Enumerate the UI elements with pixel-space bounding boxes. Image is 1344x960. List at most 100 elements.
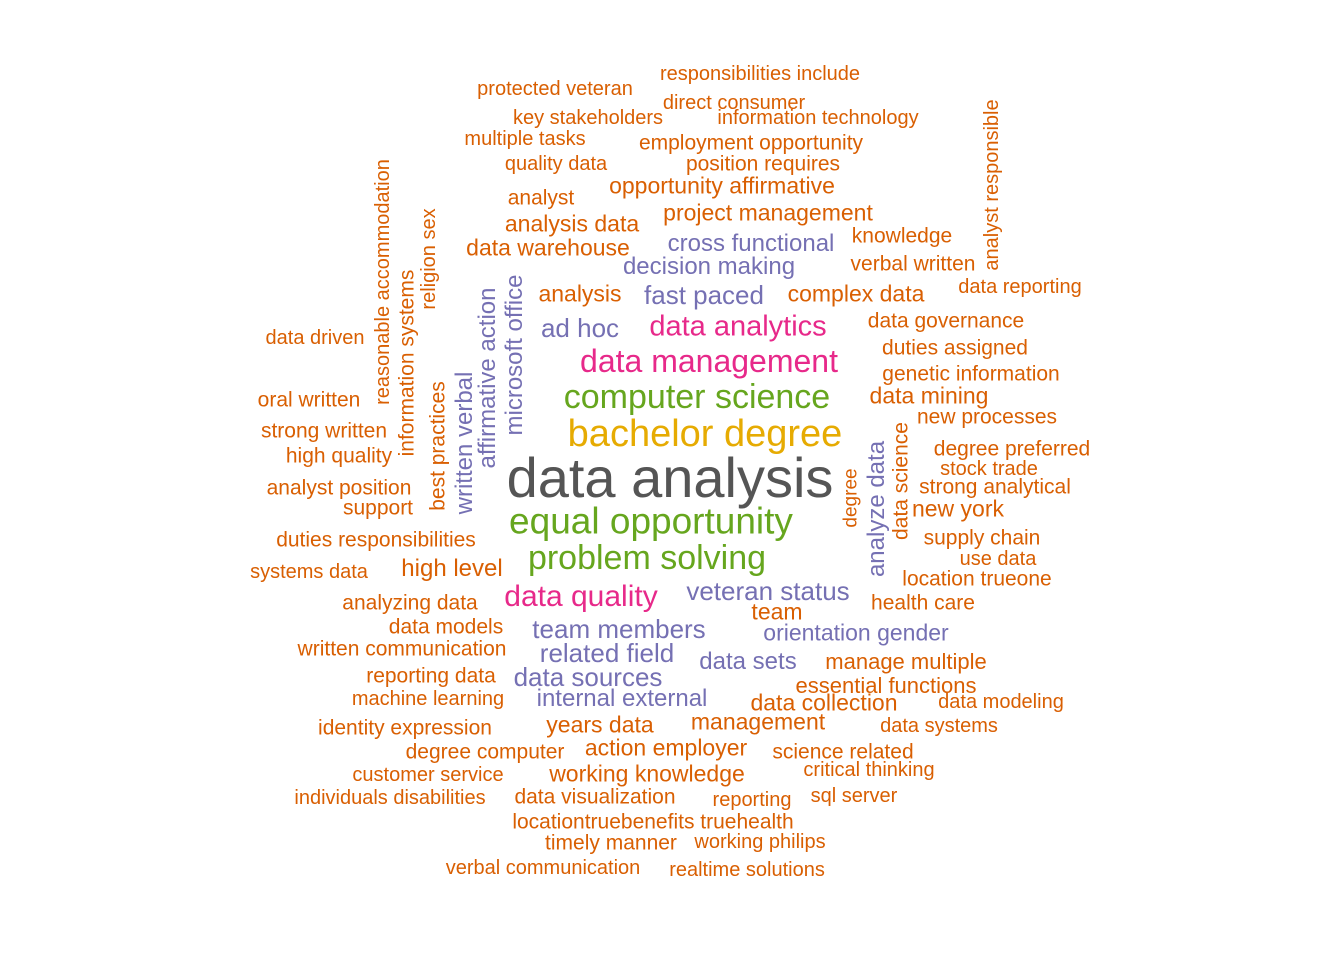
word-problem-solving: problem solving <box>527 539 767 577</box>
word-analysis: analysis <box>538 280 622 307</box>
word-data-management: data management <box>580 343 838 379</box>
word-veteran-status: veteran status <box>686 576 850 606</box>
word-data-systems: data systems <box>880 715 998 737</box>
word-reporting-data: reporting data <box>366 664 496 688</box>
word-knowledge: knowledge <box>851 224 953 248</box>
word-decision-making: decision making <box>622 253 796 280</box>
word-years-data: years data <box>546 711 654 738</box>
word-manage-multiple: manage multiple <box>825 649 987 674</box>
word-related-field: related field <box>539 638 675 668</box>
word-data-visualization: data visualization <box>514 785 676 809</box>
word-critical-thinking: critical thinking <box>803 759 935 781</box>
word-use-data: use data <box>959 548 1037 570</box>
word-complex-data: complex data <box>787 280 925 307</box>
word-strong-written: strong written <box>260 419 388 443</box>
word-protected-veteran: protected veteran <box>477 78 633 100</box>
word-data-sets: data sets <box>699 648 797 675</box>
word-analysis-data: analysis data <box>504 210 640 237</box>
word-analyzing-data: analyzing data <box>342 591 478 615</box>
word-data-governance: data governance <box>867 309 1025 333</box>
word-action-employer: action employer <box>584 734 748 761</box>
word-employment-opportunity: employment opportunity <box>638 131 864 155</box>
word-ad-hoc: ad hoc <box>540 313 620 343</box>
word-high-quality: high quality <box>285 444 393 468</box>
word-information-systems: information systems <box>395 269 419 457</box>
word-religion-sex: religion sex <box>418 208 440 310</box>
word-systems-data: systems data <box>250 561 368 583</box>
word-fast-paced: fast paced <box>644 280 764 310</box>
word-responsibilities-include: responsibilities include <box>659 63 861 85</box>
word-identity-expression: identity expression <box>318 716 492 740</box>
word-data-reporting: data reporting <box>958 276 1082 298</box>
word-supply-chain: supply chain <box>923 526 1041 550</box>
word-information-technology: information technology <box>717 107 919 129</box>
word-computer-science: computer science <box>563 378 831 416</box>
word-support: support <box>342 496 414 520</box>
word-management: management <box>690 708 826 735</box>
word-health-care: health care <box>871 591 975 615</box>
word-direct-consumer: direct consumer <box>662 92 806 114</box>
word-degree-preferred: degree preferred <box>933 437 1091 461</box>
word-cross-functional: cross functional <box>667 230 835 257</box>
word-degree-computer: degree computer <box>405 740 565 764</box>
word-written-verbal: written verbal <box>451 371 478 515</box>
word-internal-external: internal external <box>536 685 708 712</box>
word-quality-data: quality data <box>504 153 608 175</box>
word-data-modeling: data modeling <box>938 691 1064 713</box>
word-duties-responsibilities: duties responsibilities <box>276 528 476 552</box>
word-analyze-data: analyze data <box>863 440 890 578</box>
word-duties-assigned: duties assigned <box>882 336 1028 360</box>
word-analyst: analyst <box>507 186 575 210</box>
word-essential-functions: essential functions <box>795 673 977 698</box>
word-reporting: reporting <box>712 789 792 811</box>
word-reasonable-accommodation: reasonable accommodation <box>372 159 394 405</box>
word-analyst-position: analyst position <box>266 476 412 500</box>
word-written-communication: written communication <box>297 637 507 661</box>
word-team: team <box>751 598 803 625</box>
word-equal-opportunity: equal opportunity <box>509 500 793 542</box>
word-best-practices: best practices <box>426 381 450 511</box>
word-degree: degree <box>840 468 862 528</box>
word-new-york: new york <box>911 495 1005 522</box>
word-verbal-written: verbal written <box>850 252 976 276</box>
word-new-processes: new processes <box>916 405 1058 429</box>
word-verbal-communication: verbal communication <box>445 857 641 879</box>
word-data-analysis: data analysis <box>506 446 834 509</box>
word-data-analytics: data analytics <box>649 310 827 343</box>
word-customer-service: customer service <box>352 764 504 786</box>
word-location-trueone: location trueone <box>902 567 1052 591</box>
word-position-requires: position requires <box>685 152 841 176</box>
word-individuals-disabilities: individuals disabilities <box>294 787 486 809</box>
word-stock-trade: stock trade <box>940 458 1038 480</box>
word-project-management: project management <box>663 199 873 226</box>
word-data-warehouse: data warehouse <box>466 234 630 261</box>
word-sql-server: sql server <box>810 785 898 807</box>
word-oral-written: oral written <box>257 388 361 412</box>
word-key-stakeholders: key stakeholders <box>512 107 664 129</box>
word-timely-manner: timely manner <box>545 831 677 855</box>
word-orientation-gender: orientation gender <box>763 619 949 646</box>
word-data-sources: data sources <box>513 662 663 692</box>
word-bachelor-degree: bachelor degree <box>567 413 843 455</box>
word-multiple-tasks: multiple tasks <box>464 128 586 150</box>
word-working-knowledge: working knowledge <box>549 760 745 787</box>
word-data-science: data science <box>889 422 913 540</box>
word-data-quality: data quality <box>504 580 658 613</box>
word-working-philips: working philips <box>694 831 826 853</box>
word-analyst-responsible: analyst responsible <box>981 99 1003 271</box>
word-locationtruebenefits-truehealth: locationtruebenefits truehealth <box>512 810 794 834</box>
word-science-related: science related <box>772 740 914 764</box>
word-high-level: high level <box>401 555 503 582</box>
word-machine-learning: machine learning <box>351 688 505 710</box>
word-realtime-solutions: realtime solutions <box>669 859 825 881</box>
word-affirmative-action: affirmative action <box>474 287 501 469</box>
word-opportunity-affirmative: opportunity affirmative <box>609 172 835 199</box>
word-genetic-information: genetic information <box>882 362 1060 386</box>
word-data-driven: data driven <box>265 327 365 349</box>
word-team-members: team members <box>532 614 706 644</box>
word-data-mining: data mining <box>869 382 989 409</box>
word-data-models: data models <box>388 615 504 639</box>
word-data-collection: data collection <box>750 689 898 716</box>
word-strong-analytical: strong analytical <box>919 475 1071 499</box>
